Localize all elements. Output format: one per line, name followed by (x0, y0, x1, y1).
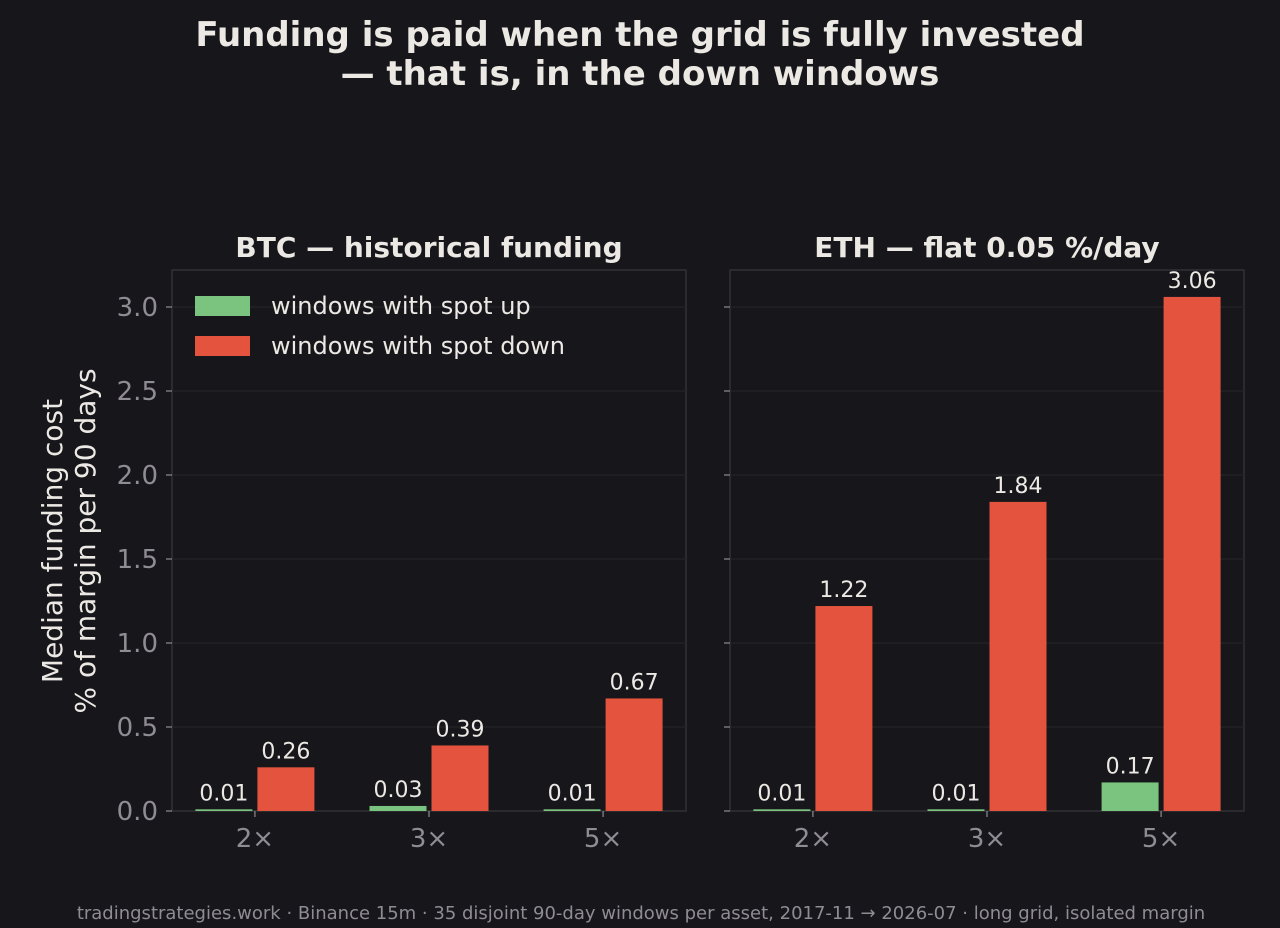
btc-data-label: 0.26 (261, 739, 310, 764)
btc-data-label: 0.01 (548, 781, 597, 806)
btc-panel-title: BTC — historical funding (235, 231, 622, 264)
btc-y-tick-label: 3.0 (117, 293, 158, 323)
eth-bar-down (989, 501, 1047, 811)
figure-title-line-1: Funding is paid when the grid is fully i… (195, 15, 1084, 55)
eth-bar-up (1101, 782, 1159, 811)
btc-y-tick-label: 2.0 (117, 461, 158, 491)
panel-eth: ETH — flat 0.05 %/day 0.01 1.22 2× 0.01 1.84 3… (724, 231, 1245, 854)
btc-y-tick-label: 0.5 (117, 713, 158, 743)
eth-x-tick-label: 2× (794, 824, 832, 854)
footer-note: tradingstrategies.work · Binance 15m · 3… (77, 903, 1205, 924)
btc-data-label: 0.01 (199, 781, 248, 806)
eth-bar-down (1163, 296, 1221, 811)
y-axis-label-line-2: % of margin per 90 days (69, 368, 102, 713)
btc-y-tick-label: 1.5 (117, 545, 158, 575)
legend-swatch-up (195, 296, 250, 316)
legend-swatch-down (195, 336, 250, 356)
btc-x-tick-label: 3× (410, 824, 448, 854)
eth-x-tick-label: 5× (1142, 824, 1180, 854)
legend: windows with spot up windows with spot do… (195, 292, 565, 360)
eth-bar-up (753, 809, 811, 811)
eth-data-label: 0.17 (1106, 754, 1155, 779)
legend-label-up: windows with spot up (271, 292, 531, 320)
btc-y-tick-label: 2.5 (117, 377, 158, 407)
y-axis-label-line-1: Median funding cost (36, 399, 69, 683)
btc-data-label: 0.67 (610, 670, 659, 695)
eth-data-label: 0.01 (932, 781, 981, 806)
btc-bar-up (195, 809, 253, 811)
btc-bar-down (257, 767, 315, 811)
panel-btc: 0.0 0.5 1.0 1.5 2.0 2.5 3.0 BTC — historical fu… (117, 231, 687, 854)
btc-y-tick-label: 1.0 (117, 629, 158, 659)
eth-panel-title: ETH — flat 0.05 %/day (814, 231, 1159, 264)
eth-bar-up (927, 809, 985, 811)
eth-data-label: 3.06 (1168, 269, 1217, 294)
btc-bar-down (605, 698, 663, 811)
btc-data-label: 0.03 (374, 778, 423, 803)
eth-data-label: 1.22 (819, 578, 868, 603)
eth-data-label: 1.84 (994, 474, 1043, 499)
legend-label-down: windows with spot down (271, 332, 565, 360)
btc-bar-up (543, 809, 601, 811)
btc-bar-down (431, 745, 489, 811)
figure-title-line-2: — that is, in the down windows (341, 54, 940, 94)
btc-bar-up (369, 805, 427, 811)
y-axis-label: Median funding cost % of margin per 90 d… (36, 368, 102, 713)
btc-x-tick-label: 5× (584, 824, 622, 854)
btc-x-tick-label: 2× (236, 824, 274, 854)
eth-x-tick-label: 3× (968, 824, 1006, 854)
btc-data-label: 0.39 (436, 717, 485, 742)
eth-bar-down (815, 606, 873, 811)
eth-data-label: 0.01 (757, 781, 806, 806)
btc-y-tick-label: 0.0 (117, 797, 158, 827)
